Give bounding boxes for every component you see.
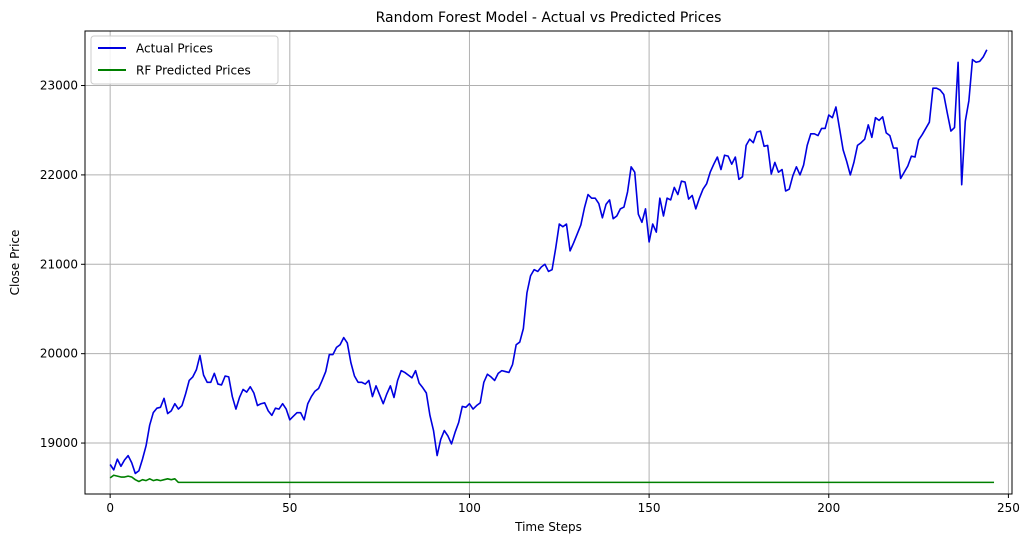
y-tick-label: 19000: [40, 436, 78, 450]
axis-ticks: 0 50 100 150 200 250 19000 20000 21000 22000 23000: [40, 79, 1020, 515]
series-line-rf-predicted-prices: [109, 474, 995, 484]
plot-area-frame: [84, 30, 1013, 495]
x-tick-label: 0: [106, 501, 114, 515]
y-tick-label: 23000: [40, 79, 78, 93]
y-tick-label: 22000: [40, 168, 78, 182]
y-axis-label: Close Price: [8, 230, 22, 296]
x-tick-label: 50: [282, 501, 297, 515]
legend-box: [90, 35, 279, 85]
y-tick-label: 21000: [40, 257, 78, 271]
series-line-actual-prices: [109, 49, 988, 475]
legend: Actual Prices RF Predicted Prices: [90, 35, 279, 85]
legend-label-predicted: RF Predicted Prices: [136, 64, 251, 78]
x-tick-label: 200: [817, 501, 840, 515]
chart-title: Random Forest Model - Actual vs Predicte…: [376, 10, 722, 26]
legend-label-actual: Actual Prices: [136, 42, 213, 56]
series-layer: [109, 49, 995, 484]
x-axis-label: Time Steps: [514, 520, 582, 534]
y-tick-label: 20000: [40, 347, 78, 361]
x-tick-label: 100: [458, 501, 481, 515]
grid: [85, 31, 1012, 494]
x-tick-label: 250: [997, 501, 1020, 515]
x-tick-label: 150: [638, 501, 661, 515]
